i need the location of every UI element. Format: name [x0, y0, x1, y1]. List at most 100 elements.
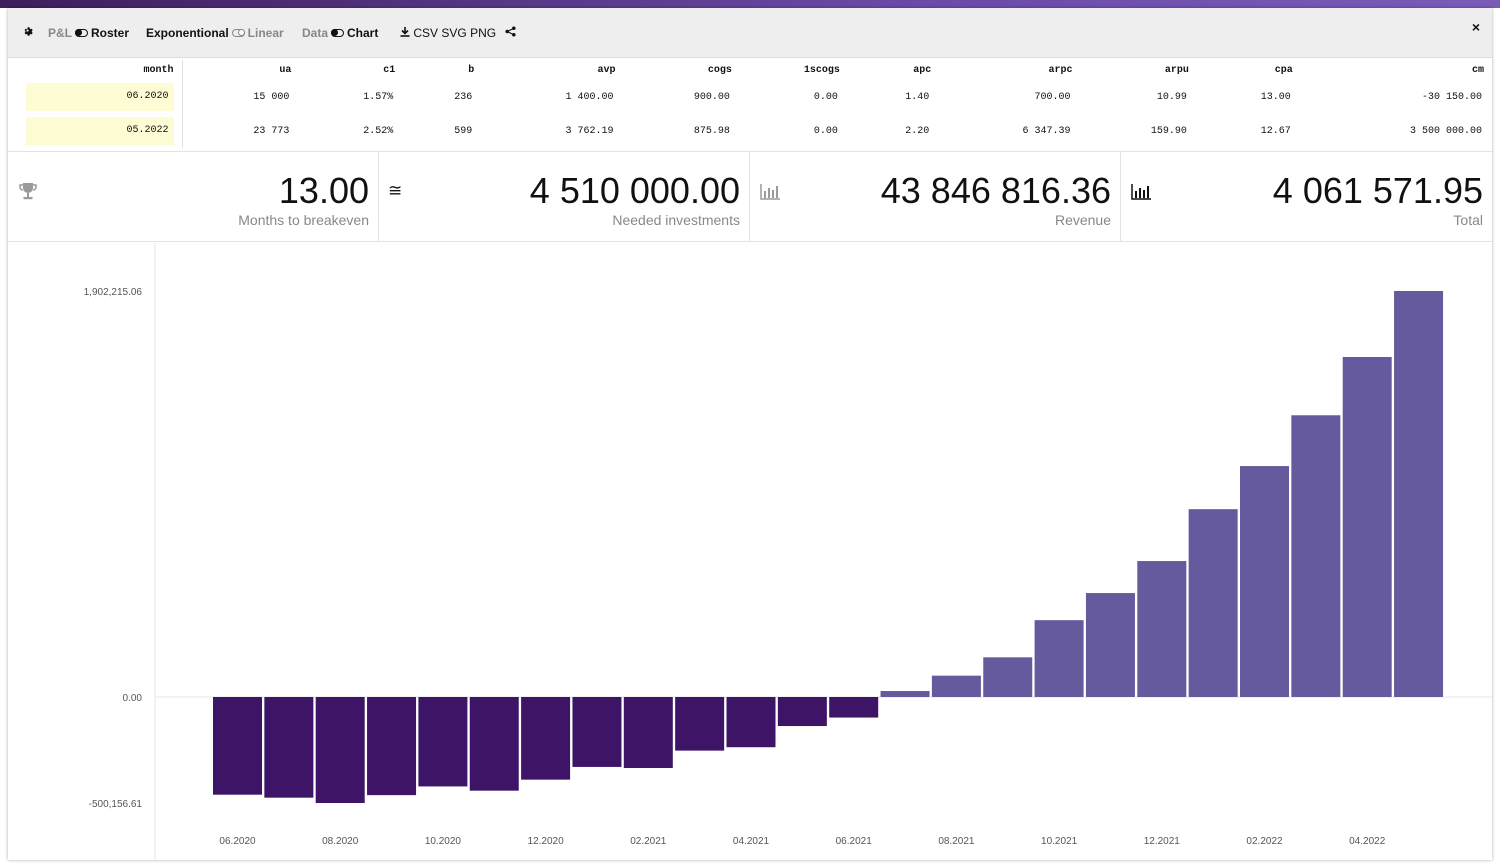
chart-bar [418, 697, 468, 787]
approx-icon: ≅ [388, 181, 403, 200]
metrics-table: month ua c1 b avp cogs 1scogs apc arpc a… [8, 60, 1492, 148]
chart-bar [1188, 509, 1238, 697]
x-tick-label: 08.2020 [322, 836, 359, 847]
export-group: CSV SVG PNG [400, 26, 496, 40]
table-cell: 0.00 [813, 91, 838, 103]
trophy-icon [17, 180, 39, 202]
month-cell[interactable]: 06.2020 [8, 80, 183, 114]
kpi-panel: 13.00 Months to breakeven ≅ 4 510 000.00… [8, 152, 1492, 242]
column-header: apc [913, 64, 932, 76]
view-mode-switch[interactable]: Data Chart [302, 26, 378, 40]
x-tick-label: 04.2021 [733, 836, 770, 847]
column-header: cpa [1274, 64, 1293, 76]
chart-bar [1342, 356, 1392, 697]
x-tick-label: 02.2022 [1246, 836, 1283, 847]
chart-area: 1,902,215.06 0.00 -500,156.61 06.2020 08.202… [8, 243, 1492, 860]
chart-bar [829, 697, 879, 718]
column-header: c1 [383, 64, 396, 76]
growth-mode-switch[interactable]: Exponentional Linear [146, 26, 284, 40]
chart-bar [521, 697, 571, 780]
close-button[interactable]: × [1471, 19, 1480, 35]
table-cell: 23 773 [253, 125, 290, 137]
pl-bar-chart: 1,902,215.06 0.00 -500,156.61 06.2020 08.202… [84, 243, 1492, 860]
pl-roster-switch[interactable]: P&L Roster [48, 26, 129, 40]
kpi-label: Needed investments [612, 212, 740, 228]
table-row: 06.2020 15 000 1.57% 236 1 400.00 900.00… [8, 80, 1492, 114]
bar-chart-icon [1130, 180, 1152, 202]
view-mode-toggle[interactable] [331, 28, 345, 37]
table-cell: 12.67 [1260, 125, 1291, 137]
linear-label[interactable]: Linear [247, 26, 284, 40]
x-tick-label: 04.2022 [1349, 836, 1386, 847]
table-cell: 1.57% [363, 91, 394, 103]
roster-label[interactable]: Roster [91, 26, 130, 40]
chart-bar [213, 697, 262, 795]
chart-bar [623, 697, 673, 768]
x-tick-label: 06.2021 [836, 836, 873, 847]
data-label[interactable]: Data [302, 26, 329, 40]
table-cell: 1.40 [905, 91, 930, 103]
divider [8, 151, 1492, 152]
table-cell: 159.90 [1150, 125, 1187, 137]
table-cell: 10.99 [1156, 91, 1187, 103]
exponential-label[interactable]: Exponentional [146, 26, 229, 40]
x-tick-label: 02.2021 [630, 836, 667, 847]
chart-bar [1394, 291, 1444, 697]
table-cell: 13.00 [1260, 91, 1291, 103]
kpi-card-revenue: 43 846 816.36 Revenue [750, 152, 1121, 242]
table-cell: 3 500 000.00 [1409, 125, 1482, 137]
column-header: arpc [1048, 64, 1073, 76]
table-cell: 2.20 [905, 125, 930, 137]
x-tick-label: 12.2020 [528, 836, 565, 847]
kpi-card-investments: ≅ 4 510 000.00 Needed investments [379, 152, 750, 242]
chart-bar [315, 697, 365, 803]
chart-bar [469, 697, 519, 791]
y-tick-label: 0.00 [123, 693, 143, 704]
kpi-value: 13.00 [278, 170, 369, 211]
column-header: cogs [707, 64, 732, 76]
kpi-label: Total [1453, 212, 1483, 228]
toolbar: P&L Roster Exponentional Linear Data Chart … [8, 8, 1492, 58]
y-tick-label: -500,156.61 [89, 799, 143, 810]
chart-bar [777, 697, 827, 727]
export-svg-button[interactable]: SVG [441, 26, 467, 40]
chart-bar [367, 697, 417, 796]
table-cell: 0.00 [813, 125, 838, 137]
chart-label[interactable]: Chart [347, 26, 379, 40]
chart-bar [1034, 620, 1084, 697]
table-cell: 900.00 [693, 91, 730, 103]
pl-label[interactable]: P&L [48, 26, 72, 40]
export-csv-button[interactable]: CSV [413, 26, 439, 40]
window-accent-bar [0, 0, 1500, 8]
chart-bar [1291, 415, 1341, 697]
table-cell: 15 000 [253, 91, 290, 103]
kpi-label: Months to breakeven [238, 212, 369, 228]
month-cell[interactable]: 05.2022 [8, 114, 183, 148]
chart-bar [1240, 466, 1289, 697]
chart-bar [1137, 561, 1187, 697]
column-header: b [468, 64, 475, 76]
x-tick-label: 08.2021 [938, 836, 975, 847]
x-tick-label: 12.2021 [1144, 836, 1181, 847]
x-tick-label: 10.2020 [425, 836, 462, 847]
table-cell: 875.98 [693, 125, 730, 137]
download-icon [400, 26, 413, 40]
table-cell: 599 [454, 125, 473, 137]
export-png-button[interactable]: PNG [470, 26, 497, 40]
table-cell: 3 762.19 [565, 125, 614, 137]
growth-mode-toggle[interactable] [231, 28, 245, 37]
table-cell: 6 347.39 [1022, 125, 1071, 137]
chart-bar [880, 691, 930, 697]
x-tick-label: 10.2021 [1041, 836, 1078, 847]
chart-bar [264, 697, 314, 798]
column-header: cm [1471, 64, 1484, 76]
column-header: avp [597, 64, 616, 76]
table-row: 05.2022 23 773 2.52% 599 3 762.19 875.98… [8, 114, 1492, 148]
column-header: 1scogs [803, 64, 840, 76]
share-icon[interactable] [505, 26, 516, 40]
gear-icon[interactable] [22, 25, 33, 39]
y-tick-label: 1,902,215.06 [84, 287, 143, 298]
chart-bar [983, 657, 1033, 697]
table-cell: 2.52% [363, 125, 394, 137]
pl-roster-toggle[interactable] [75, 28, 88, 37]
